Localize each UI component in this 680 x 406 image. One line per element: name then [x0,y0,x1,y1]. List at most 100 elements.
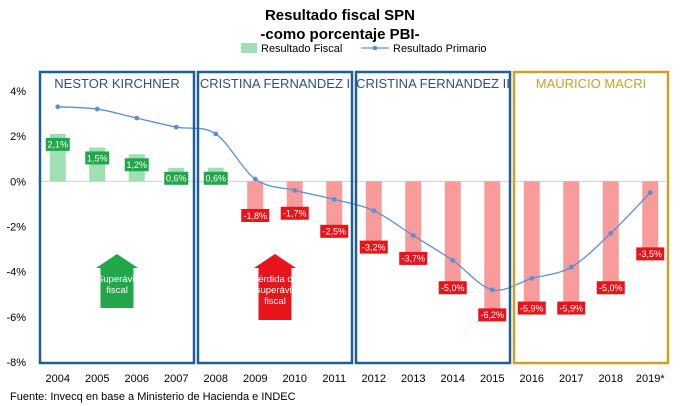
data-label-box-2013 [399,251,428,265]
x-tick-label-2010: 2010 [283,373,307,385]
primary-point-2011 [331,197,337,202]
x-tick-label-2015: 2015 [480,373,504,385]
data-label-box-2019* [636,247,665,261]
data-label-box-2015 [478,308,507,322]
primary-point-2019* [647,190,653,196]
data-label-box-2018 [596,281,625,295]
source-note: Fuente: Invecq en base a Ministerio de H… [10,391,296,403]
bar-2018 [602,181,619,295]
period-label-3: MAURICIO MACRI [536,76,647,91]
annotation-text-0: Superávit fiscal [97,274,137,296]
y-tick-label: -2% [6,222,26,234]
bar-2013 [405,181,422,265]
x-tick-label-2009: 2009 [243,373,267,385]
data-label-2009: -1,8% [243,211,267,221]
period-boxes: NESTOR KIRCHNER CRISTINA FERNANDEZ I CRIST… [38,70,670,365]
y-axis: 4% 2% 0% -2% -4% -6% -8% [6,86,26,369]
primary-point-2013 [410,233,416,238]
y-tick-label: 4% [10,86,26,98]
data-label-box-2012 [359,240,388,254]
annotation-arrow-0 [96,254,138,308]
data-label-box-2011 [320,224,349,238]
legend-label-fiscal: Resultado Fiscal [261,43,342,55]
x-axis: 2004 2005 2006 2007 2008 2009 2010 2011 2012 2013… [46,373,666,385]
legend: Resultado Fiscal Resultado Primario [241,43,487,55]
data-label-2011: -2,5% [322,227,346,237]
data-label-2006: 1,2% [126,160,147,170]
x-tick-label-2011: 2011 [322,373,346,385]
y-tick-label: -8% [6,357,26,369]
data-label-2005: 1,5% [87,153,108,163]
primary-point-2015 [489,287,495,293]
period-label-1: CRISTINA FERNANDEZ I [200,76,350,91]
bar-2016 [523,181,540,315]
primary-point-2014 [450,257,456,263]
annotation-text-1: Pérdida de superávit fiscal [252,274,298,307]
x-tick-label-2007: 2007 [164,373,188,385]
data-label-2014: -5,0% [441,283,465,293]
data-label-2018: -5,0% [599,283,623,293]
x-tick-label-2018: 2018 [599,373,623,385]
x-tick-label-2016: 2016 [520,373,544,385]
data-label-box-2010 [280,206,309,220]
period-box-1 [196,70,354,365]
chart-subtitle: -como porcentaje PBI- [260,26,419,43]
period-box-3 [512,70,670,365]
data-label-box-2014 [438,281,467,295]
data-label-2013: -3,7% [401,254,425,264]
primary-point-2005 [94,106,100,112]
primary-point-2006 [134,115,140,121]
data-label-box-2004 [45,137,70,151]
period-box-2 [354,70,512,365]
data-label-2012: -3,2% [362,242,386,252]
primary-point-2008 [213,131,219,137]
legend-label-primary: Resultado Primario [393,43,487,55]
y-tick-label: -6% [6,312,26,324]
legend-marker-primary [372,45,378,51]
primary-point-2018 [608,230,614,236]
primary-point-2007 [173,124,179,130]
data-label-box-2009 [241,208,270,222]
primary-point-2016 [529,276,535,281]
annotations: Superávit fiscal Pérdida de superávit fiscal [96,254,298,320]
data-label-2017: -5,9% [559,303,583,313]
data-label-box-2006 [124,158,149,172]
data-label-box-2016 [517,301,546,315]
y-tick-label: 0% [10,176,26,188]
data-label-2008: 0,6% [205,174,226,184]
x-tick-label-2013: 2013 [401,373,425,385]
primary-point-2012 [371,208,377,214]
legend-swatch-fiscal [241,43,257,53]
period-box-0 [38,70,196,365]
y-tick-label: -4% [6,267,26,279]
primary-point-2004 [55,104,61,110]
chart-title: Resultado fiscal SPN [265,7,415,24]
x-tick-label-2014: 2014 [441,373,465,385]
x-tick-label-2006: 2006 [125,373,149,385]
primary-point-2017 [568,264,574,270]
x-tick-label-2019*: 2019* [636,373,665,385]
data-label-box-2008 [203,171,228,185]
bar-2017 [563,181,580,315]
x-tick-label-2012: 2012 [362,373,386,385]
data-label-box-2007 [164,171,189,185]
data-label-2016: -5,9% [520,303,544,313]
data-label-box-2005 [85,151,110,165]
x-tick-label-2004: 2004 [46,373,70,385]
data-label-2004: 2,1% [47,140,68,150]
x-tick-label-2008: 2008 [204,373,228,385]
data-labels: 2,1% 1,5% 1,2% 0,6% 0,6% -1,8% -1,7% -2,5% -3,2%… [45,137,665,322]
primary-point-2009 [252,176,258,182]
bar-2012 [365,181,382,254]
bar-2011 [326,181,343,238]
y-tick-label: 2% [10,131,26,143]
x-tick-label-2017: 2017 [559,373,583,385]
bar-2019* [642,181,659,261]
period-label-0: NESTOR KIRCHNER [54,76,179,91]
data-label-2015: -6,2% [480,310,504,320]
primary-point-2010 [292,187,298,193]
primary-result-line [57,106,651,291]
primary-line [55,104,653,293]
bar-2015 [484,181,501,322]
